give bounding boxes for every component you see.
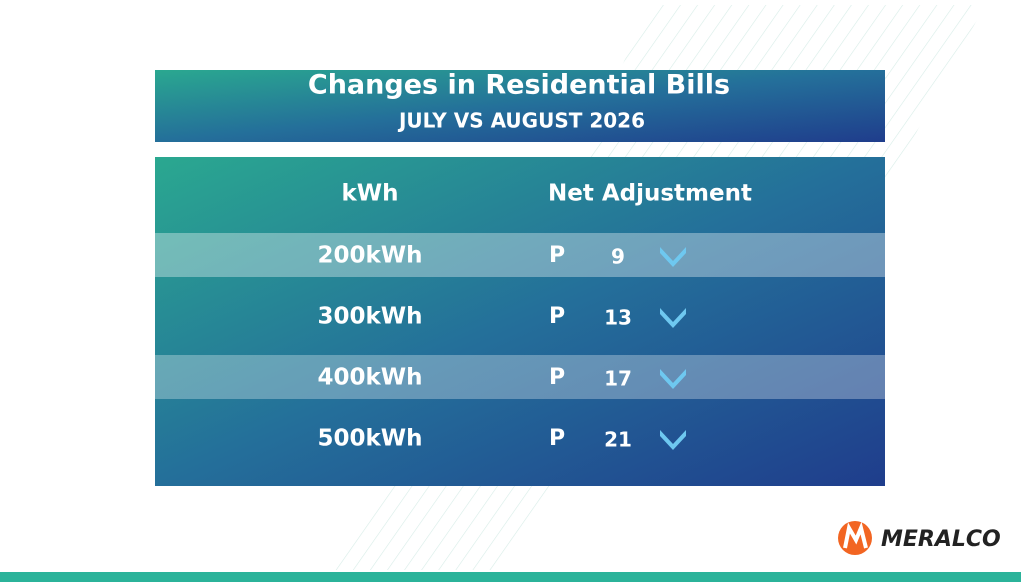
currency-cell: P bbox=[549, 426, 565, 451]
currency-cell: P bbox=[549, 304, 565, 329]
amount-cell: 13 bbox=[604, 306, 632, 330]
row-band bbox=[155, 233, 885, 277]
down-icon bbox=[660, 247, 686, 267]
logo: MERALCO bbox=[838, 521, 1001, 555]
table-box bbox=[155, 157, 885, 486]
currency-cell: P bbox=[549, 243, 565, 268]
logo-text: MERALCO bbox=[881, 527, 1001, 552]
currency-cell: P bbox=[549, 365, 565, 390]
column-header: kWh bbox=[341, 181, 398, 207]
kwh-cell: 500kWh bbox=[317, 426, 422, 452]
kwh-cell: 300kWh bbox=[317, 304, 422, 330]
subtitle: JULY VS AUGUST 2026 bbox=[397, 109, 645, 133]
kwh-cell: 200kWh bbox=[317, 243, 422, 269]
amount-cell: 17 bbox=[604, 367, 632, 391]
down-icon bbox=[660, 308, 686, 328]
header-box bbox=[155, 70, 885, 142]
down-icon bbox=[660, 430, 686, 450]
amount-cell: 9 bbox=[611, 245, 625, 269]
title: Changes in Residential Bills bbox=[308, 70, 730, 101]
row-band bbox=[155, 355, 885, 399]
column-header: Net Adjustment bbox=[548, 181, 752, 207]
footer-bar bbox=[0, 572, 1021, 582]
kwh-cell: 400kWh bbox=[317, 365, 422, 391]
rows: 200kWh P 9 300kWh P 13 400kWh P 17 500kWh P 21 bbox=[317, 243, 686, 452]
down-icon bbox=[660, 369, 686, 389]
amount-cell: 21 bbox=[604, 428, 632, 452]
